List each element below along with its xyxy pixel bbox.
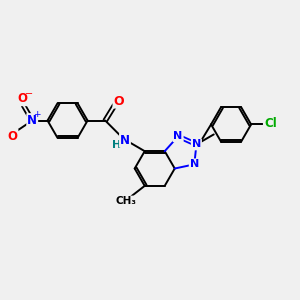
Text: Cl: Cl [264,117,277,130]
Text: N: N [190,159,199,170]
Text: −: − [25,89,33,99]
Text: CH₃: CH₃ [115,196,136,206]
Text: H: H [112,140,122,150]
Text: O: O [17,92,27,105]
Text: +: + [33,110,40,118]
Text: O: O [8,130,17,143]
Text: N: N [27,114,37,127]
Text: N: N [173,131,183,141]
Text: N: N [120,134,130,147]
Text: N: N [192,140,201,149]
Text: O: O [113,94,124,108]
